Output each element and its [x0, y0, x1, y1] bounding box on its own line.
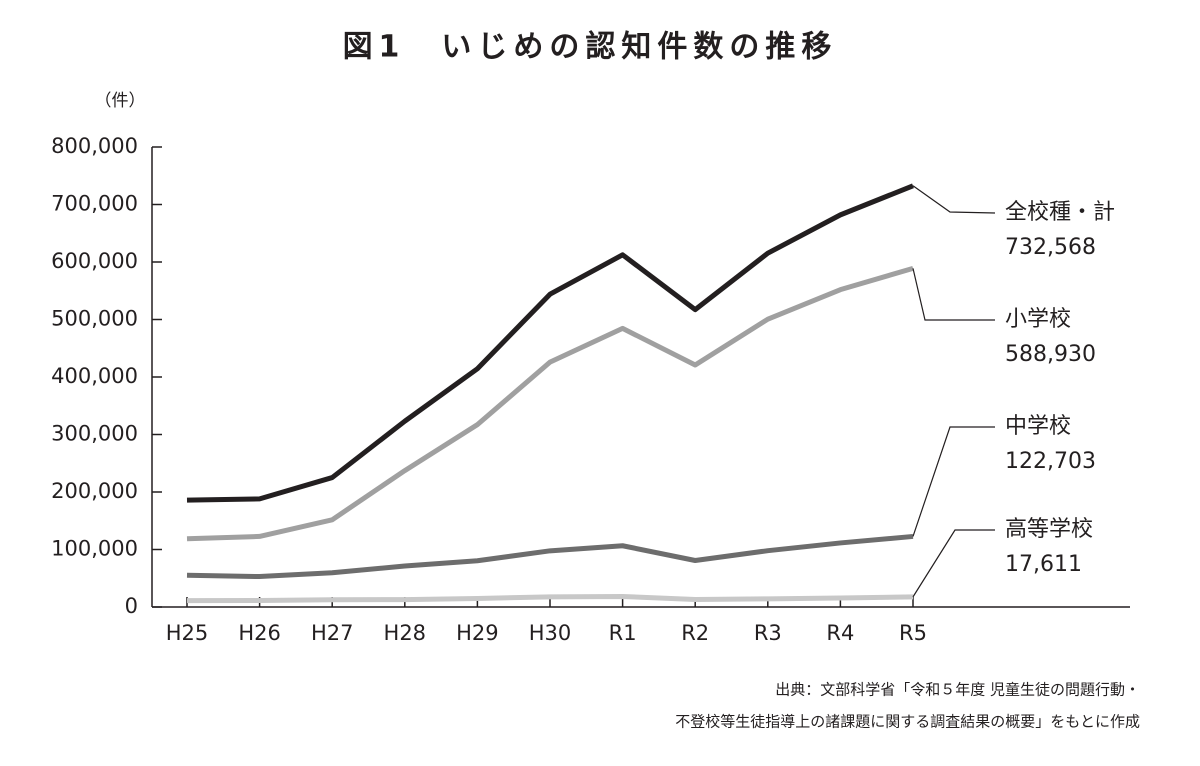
x-tick-label: R4	[826, 621, 854, 645]
leader-line	[912, 529, 995, 598]
y-tick-label: 400,000	[51, 364, 138, 388]
x-tick-label: R3	[754, 621, 782, 645]
x-tick-label: H27	[311, 621, 354, 645]
x-tick-label: H29	[456, 621, 499, 645]
series-line	[186, 593, 914, 604]
series-label: 中学校	[1005, 414, 1071, 439]
x-tick-label: R2	[681, 621, 709, 645]
y-tick-label: 800,000	[51, 134, 138, 158]
leader-line	[912, 268, 995, 321]
leader-line	[912, 426, 995, 537]
y-tick-label: 200,000	[51, 479, 138, 503]
leader-line	[912, 185, 996, 214]
data-label: 122,703	[1005, 449, 1096, 474]
y-tick-label: 300,000	[51, 422, 138, 446]
x-tick-label: H26	[238, 621, 281, 645]
series-line	[186, 183, 914, 503]
y-tick-label: 100,000	[51, 537, 138, 561]
y-tick-label: 500,000	[51, 307, 138, 331]
y-tick-label: 600,000	[51, 249, 138, 273]
series-line	[186, 533, 914, 580]
series-label: 小学校	[1005, 307, 1071, 332]
x-tick-label: R1	[609, 621, 637, 645]
x-tick-label: R5	[899, 621, 927, 645]
y-tick-label: 700,000	[51, 192, 138, 216]
source: 出典：文部科学省「令和５年度 児童生徒の問題行動・	[775, 681, 1140, 699]
x-tick-label: H30	[529, 621, 572, 645]
source: 不登校等生徒指導上の諸課題に関する調査結果の概要」をもとに作成	[675, 713, 1140, 731]
data-label: 17,611	[1005, 552, 1082, 577]
y-unit: （件）	[95, 91, 146, 111]
x-tick-label: H28	[384, 621, 427, 645]
data-label: 732,568	[1005, 235, 1096, 260]
chart-title: 図1 いじめの認知件数の推移	[343, 30, 838, 65]
y-tick-label: 0	[125, 594, 138, 618]
series-line	[186, 265, 914, 542]
series-label: 高等学校	[1005, 517, 1093, 542]
x-tick-label: H25	[166, 621, 209, 645]
series-label: 全校種・計	[1005, 200, 1115, 225]
data-label: 588,930	[1005, 342, 1096, 367]
